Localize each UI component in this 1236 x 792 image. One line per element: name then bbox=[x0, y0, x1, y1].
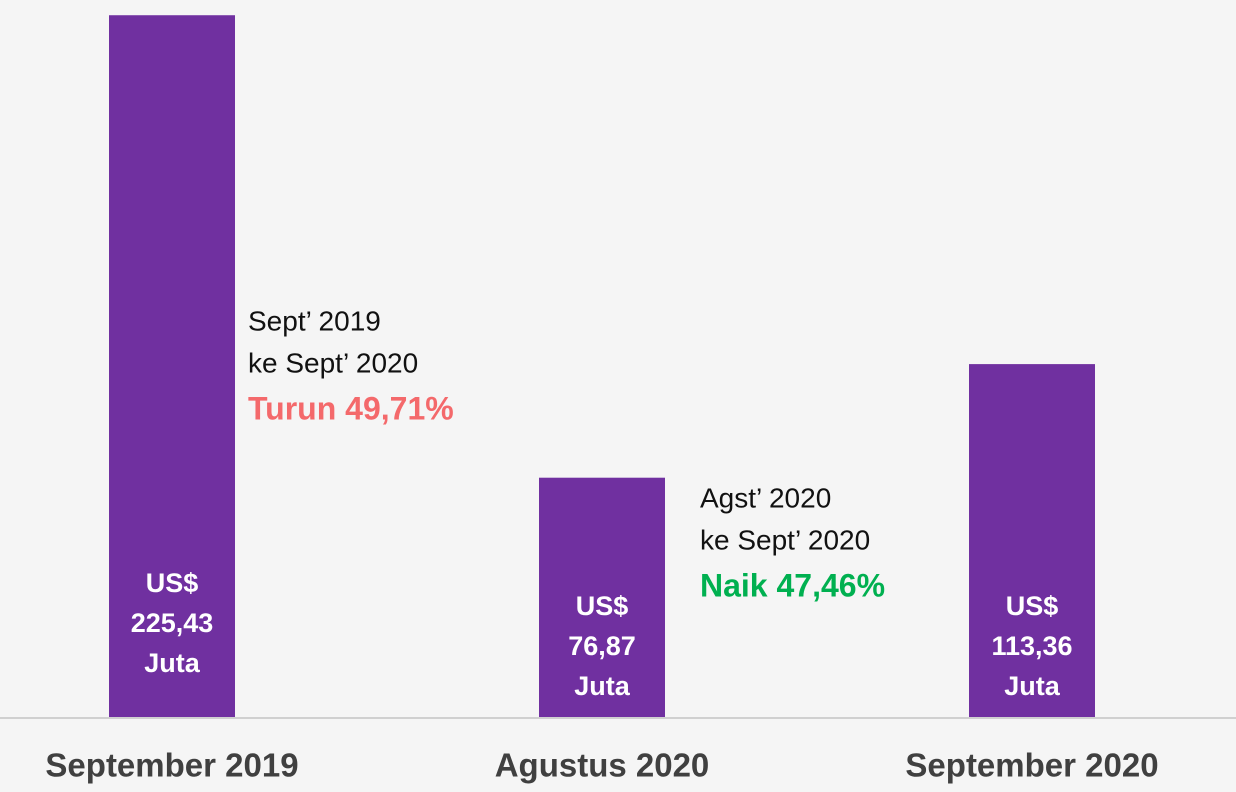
value-label: US$ 225,43 Juta bbox=[131, 568, 214, 678]
value-label-line: US$ bbox=[1006, 591, 1059, 621]
value-label-line: 113,36 bbox=[991, 631, 1072, 661]
x-tick-label: September 2019 bbox=[45, 747, 298, 784]
value-label-line: US$ bbox=[146, 568, 199, 598]
value-label-line: Juta bbox=[574, 671, 631, 701]
value-label-line: Juta bbox=[144, 648, 201, 678]
value-label: US$ 76,87 Juta bbox=[568, 591, 636, 701]
annotation-change: Turun 49,71% bbox=[248, 390, 454, 426]
value-label-line: 76,87 bbox=[568, 631, 636, 661]
annotation-text: ke Sept’ 2020 bbox=[700, 524, 870, 555]
x-tick-label: Agustus 2020 bbox=[495, 747, 710, 784]
value-label: US$ 113,36 Juta bbox=[991, 591, 1072, 701]
x-tick-label: September 2020 bbox=[905, 747, 1158, 784]
value-label-line: 225,43 bbox=[131, 608, 214, 638]
annotation-change: Naik 47,46% bbox=[700, 567, 885, 603]
bar bbox=[109, 15, 235, 717]
annotation-text: Agst’ 2020 bbox=[700, 482, 831, 513]
bar bbox=[539, 477, 665, 717]
value-label-line: Juta bbox=[1004, 671, 1061, 701]
annotation-text: ke Sept’ 2020 bbox=[248, 347, 418, 378]
annotation-text: Sept’ 2019 bbox=[248, 305, 381, 336]
bar bbox=[969, 364, 1095, 717]
value-label-line: US$ bbox=[576, 591, 629, 621]
